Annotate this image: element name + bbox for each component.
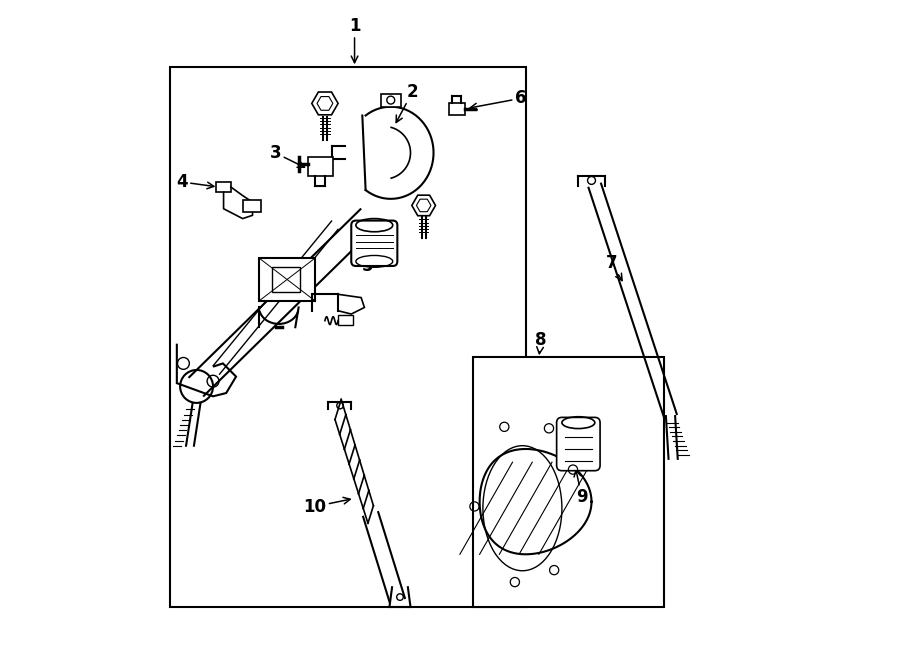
Text: 7: 7 xyxy=(606,254,622,281)
Bar xyxy=(338,315,353,325)
Bar xyxy=(309,157,334,176)
Bar xyxy=(381,94,400,106)
Bar xyxy=(259,258,315,301)
Bar xyxy=(243,200,261,212)
Bar xyxy=(473,357,664,607)
FancyBboxPatch shape xyxy=(351,221,397,266)
FancyBboxPatch shape xyxy=(556,417,600,471)
Polygon shape xyxy=(480,449,591,555)
Text: 6: 6 xyxy=(470,89,526,110)
Text: 10: 10 xyxy=(303,497,350,516)
Text: 4: 4 xyxy=(176,173,214,191)
Text: 9: 9 xyxy=(574,470,588,506)
Text: 3: 3 xyxy=(270,144,304,167)
Bar xyxy=(273,267,300,292)
Text: 5: 5 xyxy=(362,246,374,275)
Bar xyxy=(170,67,526,607)
Text: 1: 1 xyxy=(349,17,360,63)
Text: 2: 2 xyxy=(396,83,418,122)
Bar xyxy=(449,102,465,114)
Bar xyxy=(216,182,230,192)
Text: 8: 8 xyxy=(536,331,546,354)
